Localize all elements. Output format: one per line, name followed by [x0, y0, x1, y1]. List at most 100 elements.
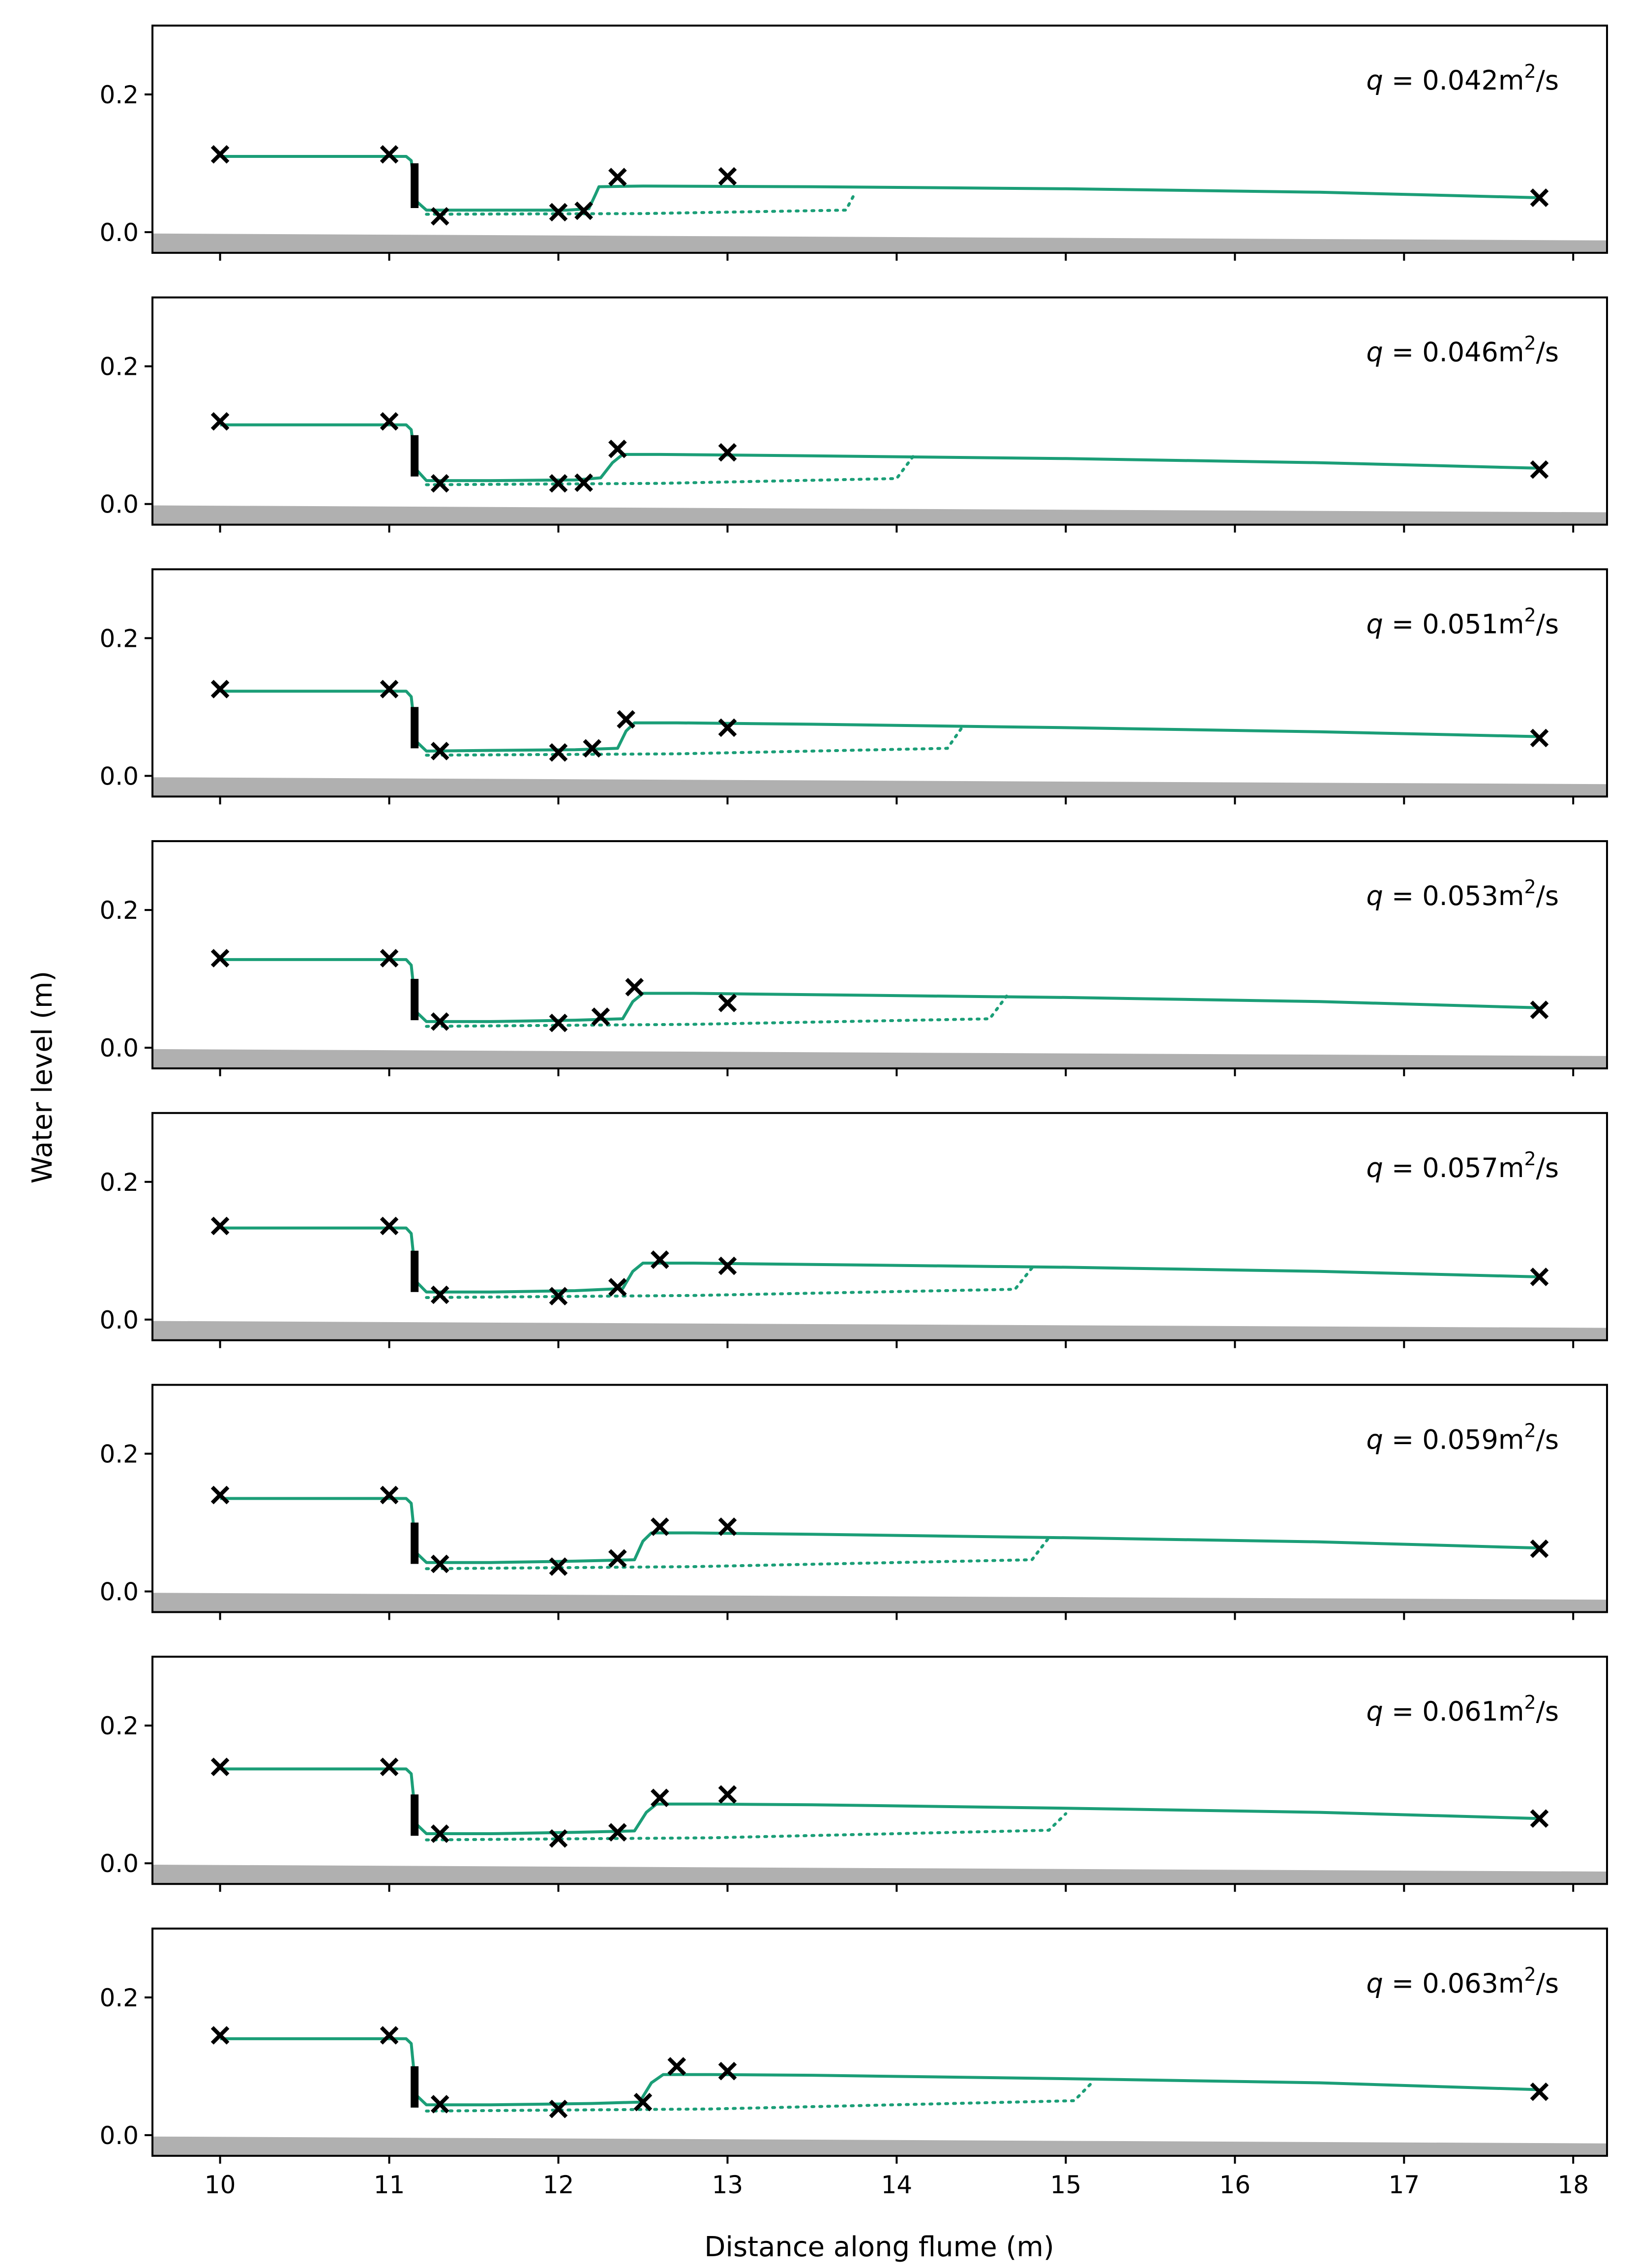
measurement-marker — [549, 1287, 568, 1306]
measurement-marker — [718, 1785, 737, 1804]
flow-rate-label: q = 0.042m2/s — [1366, 60, 1559, 96]
measurement-marker — [549, 474, 568, 493]
plot-area — [152, 412, 1607, 525]
y-tick-label: 0.2 — [99, 1984, 139, 2012]
measurement-marker — [633, 2092, 653, 2112]
x-tick-label: 10 — [205, 2171, 236, 2199]
panel-frame — [151, 1112, 1608, 1341]
measurement-marker — [718, 718, 737, 737]
x-tick-label: 11 — [374, 2171, 405, 2199]
panel-frame — [151, 1927, 1608, 2157]
measurement-marker — [430, 1012, 449, 1031]
dotted-profile-line — [425, 2082, 1093, 2113]
plot-area — [152, 1216, 1607, 1340]
x-tick-label: 18 — [1557, 2171, 1589, 2199]
measurement-marker — [1530, 1000, 1549, 1019]
measurement-marker — [617, 710, 635, 729]
flume-bed — [152, 1865, 1607, 1884]
measurement-marker — [608, 439, 627, 458]
flow-rate-label: q = 0.053m2/s — [1366, 876, 1559, 911]
measurement-marker — [718, 2061, 737, 2081]
measurement-marker — [380, 680, 399, 698]
x-axis-title: Distance along flume (m) — [704, 2231, 1054, 2263]
measurement-marker — [718, 167, 737, 186]
measurement-marker — [549, 1013, 568, 1032]
panel-frame — [151, 1384, 1608, 1613]
measurement-marker — [625, 978, 644, 997]
panel-3: 0.0 0.2 q = 0.051m2/s — [99, 568, 1608, 805]
measurement-marker — [608, 168, 627, 186]
measurement-marker — [549, 2099, 568, 2118]
water-surface-line — [220, 1767, 1540, 1835]
panel-4: 0.0 0.2 q = 0.053m2/s — [99, 840, 1608, 1077]
measurement-marker — [380, 949, 399, 968]
panel-frame — [151, 568, 1608, 798]
y-tick-label: 0.2 — [99, 1440, 139, 1469]
measurement-marker — [430, 1824, 449, 1843]
measurement-marker — [1530, 460, 1549, 479]
flow-rate-label: q = 0.051m2/s — [1366, 604, 1559, 639]
measurement-marker — [430, 1554, 449, 1573]
dotted-profile-line — [425, 193, 856, 216]
measurement-marker — [1530, 188, 1549, 207]
measurement-marker — [651, 1517, 669, 1536]
flume-bed — [152, 777, 1607, 797]
measurement-marker — [210, 412, 230, 431]
panel-5: 0.0 0.2 q = 0.057m2/s — [99, 1112, 1608, 1348]
panel-1: 0.0 0.2 q = 0.042m2/s — [99, 25, 1608, 261]
measurement-marker — [608, 1278, 627, 1297]
measurement-marker — [380, 2026, 399, 2045]
y-tick-label: 0.0 — [99, 1578, 139, 1606]
y-tick-label: 0.2 — [99, 353, 139, 381]
panel-frame — [151, 1656, 1608, 1885]
flume-bed — [152, 1321, 1607, 1340]
measurement-marker — [210, 2026, 230, 2045]
measurement-marker — [549, 743, 568, 762]
panel-frame — [151, 25, 1608, 254]
measurement-marker — [380, 1216, 399, 1236]
measurement-marker — [430, 207, 449, 226]
plot-area — [152, 1485, 1607, 1612]
dotted-profile-line — [425, 1812, 1068, 1842]
measurement-marker — [651, 1250, 669, 1269]
measurement-marker — [380, 1757, 399, 1777]
measurement-marker — [430, 742, 449, 760]
measurement-marker — [1530, 1809, 1549, 1828]
y-tick-label: 0.0 — [99, 1849, 139, 1878]
measurement-marker — [574, 473, 593, 492]
measurement-marker — [210, 1485, 230, 1505]
flow-rate-label: q = 0.059m2/s — [1366, 1420, 1559, 1455]
y-tick-label: 0.0 — [99, 490, 139, 519]
x-tick-label: 12 — [543, 2171, 574, 2199]
panel-frame — [151, 296, 1608, 526]
measurement-marker — [583, 739, 602, 758]
measurement-marker — [718, 994, 737, 1012]
measurement-marker — [1530, 1268, 1549, 1286]
measurement-marker — [549, 1829, 568, 1848]
dotted-profile-line — [425, 1536, 1050, 1571]
measurement-marker — [667, 2057, 686, 2076]
measurement-marker — [380, 412, 399, 431]
measurement-marker — [549, 203, 568, 222]
measurement-marker — [718, 443, 737, 462]
flume-bed — [152, 1593, 1607, 1612]
plot-area — [152, 145, 1607, 253]
measurement-marker — [210, 1216, 230, 1236]
dotted-profile-line — [425, 1266, 1034, 1299]
y-tick-label: 0.2 — [99, 896, 139, 925]
measurement-marker — [430, 1285, 449, 1304]
water-surface-line — [220, 2037, 1540, 2107]
measurement-marker — [380, 1485, 399, 1505]
flume-bed — [152, 505, 1607, 525]
flume-bed — [152, 233, 1607, 253]
y-tick-label: 0.2 — [99, 624, 139, 653]
measurement-marker — [608, 1549, 627, 1568]
y-tick-label: 0.0 — [99, 1306, 139, 1334]
panel-8: 0.0 0.2 10 11 12 13 14 15 16 17 18 q = 0.063m2/s — [99, 1927, 1608, 2199]
water-surface-line — [220, 1226, 1540, 1294]
y-axis-title: Water level (m) — [27, 971, 59, 1184]
plot-area — [152, 949, 1607, 1069]
plot-area — [152, 1757, 1607, 1884]
measurement-marker — [608, 1823, 627, 1842]
